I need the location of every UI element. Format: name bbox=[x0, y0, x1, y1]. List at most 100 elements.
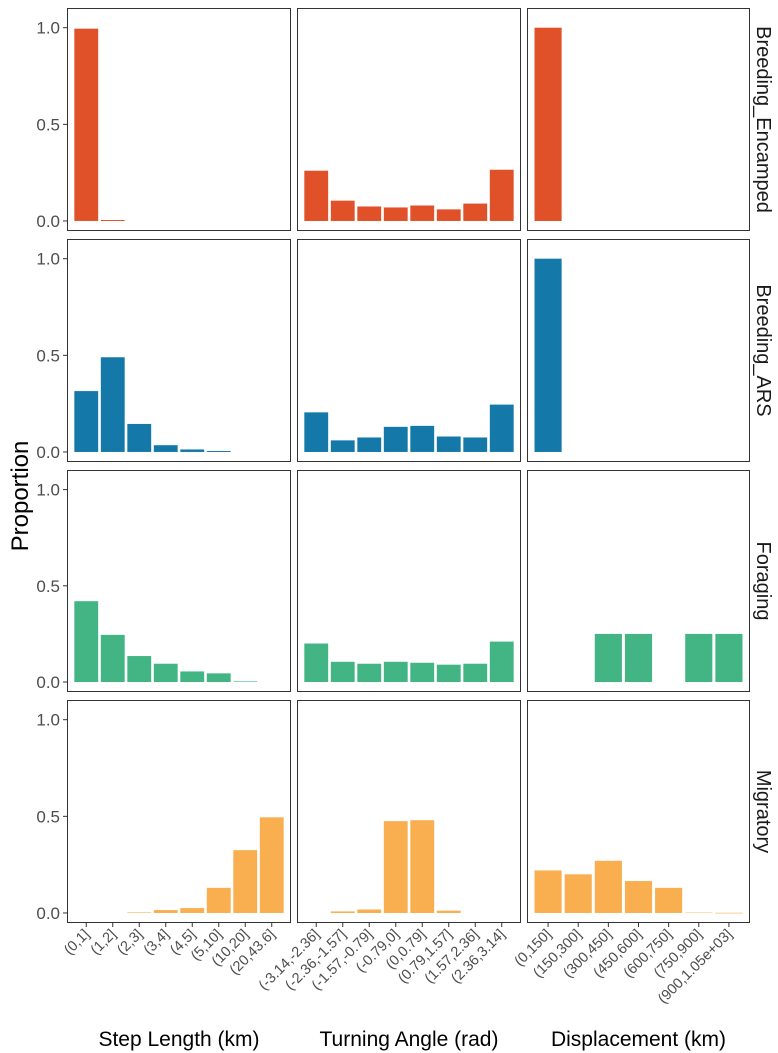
bar-Migratory-col1-2 bbox=[357, 909, 382, 913]
panel-Breeding_ARS-col1 bbox=[297, 239, 521, 462]
bar-Foraging-col1-0 bbox=[304, 643, 329, 683]
bar-Foraging-col1-3 bbox=[383, 661, 408, 683]
bar-Breeding_ARS-col1-0 bbox=[304, 412, 329, 452]
panel-border bbox=[67, 700, 291, 923]
bar-Migratory-col2-1 bbox=[564, 874, 592, 913]
bar-Migratory-col0-5 bbox=[206, 887, 231, 913]
x-tick-label: (3,4] bbox=[141, 927, 173, 959]
panel-Migratory-col0 bbox=[67, 700, 291, 923]
y-tick-label: 1.0 bbox=[36, 481, 60, 500]
bar-Foraging-col1-2 bbox=[357, 663, 382, 683]
panel-border bbox=[527, 239, 750, 462]
x-axis-title-col2: Displacement (km) bbox=[551, 1028, 726, 1051]
bar-Breeding_ARS-col1-6 bbox=[463, 437, 488, 452]
bar-Breeding_Encamped-col1-4 bbox=[410, 205, 435, 221]
bar-Breeding_Encamped-col2-0 bbox=[534, 27, 562, 221]
panel-border bbox=[527, 8, 750, 231]
bar-Breeding_ARS-col1-2 bbox=[357, 437, 382, 452]
y-tick-label: 0.0 bbox=[36, 443, 60, 462]
bar-Breeding_ARS-col0-0 bbox=[74, 391, 99, 452]
panel-border bbox=[67, 239, 291, 462]
panel-Breeding_Encamped-col2 bbox=[527, 8, 750, 231]
x-tick-labels: (0,1](1,2](2,3](3,4](4,5](5,10](10,20](2… bbox=[61, 923, 736, 1007]
bar-Migratory-col0-7 bbox=[259, 817, 284, 913]
bar-Foraging-col1-7 bbox=[489, 641, 514, 683]
column-axis-titles: Step Length (km) Turning Angle (rad) Displ… bbox=[98, 1028, 726, 1051]
bar-Foraging-col0-6 bbox=[233, 681, 258, 683]
bar-Migratory-col2-6 bbox=[715, 912, 743, 914]
panel-Foraging-col1 bbox=[297, 470, 521, 692]
panel-Migratory-col1 bbox=[297, 700, 521, 923]
bar-Migratory-col1-4 bbox=[410, 820, 435, 913]
panel-Breeding_ARS-col0 bbox=[67, 239, 291, 462]
bar-Breeding_Encamped-col1-2 bbox=[357, 206, 382, 221]
bar-Foraging-col1-4 bbox=[410, 662, 435, 683]
bar-Breeding_ARS-col1-5 bbox=[436, 436, 461, 452]
y-tick-label: 1.0 bbox=[36, 19, 60, 38]
bar-Breeding_ARS-col1-7 bbox=[489, 404, 514, 452]
y-tick-label: 0.5 bbox=[36, 115, 60, 134]
y-tick-label: 0.0 bbox=[36, 904, 60, 923]
x-tick-label: (2,3] bbox=[114, 927, 146, 959]
bar-Breeding_Encamped-col1-6 bbox=[463, 203, 488, 221]
bar-Breeding_Encamped-col0-0 bbox=[74, 28, 99, 221]
y-tick-label: 0.0 bbox=[36, 212, 60, 231]
bar-Migratory-col0-6 bbox=[233, 850, 258, 913]
bar-Breeding_Encamped-col1-5 bbox=[436, 209, 461, 221]
bar-Breeding_Encamped-col1-3 bbox=[383, 207, 408, 221]
bar-Migratory-col2-4 bbox=[655, 887, 683, 913]
bar-Migratory-col0-2 bbox=[127, 912, 152, 913]
bar-Migratory-col0-3 bbox=[153, 910, 178, 913]
bar-Breeding_ARS-col1-3 bbox=[383, 426, 408, 452]
bar-Migratory-col1-5 bbox=[436, 910, 461, 913]
x-axis-title-col0: Step Length (km) bbox=[98, 1028, 259, 1051]
y-axis-title: Proportion bbox=[7, 441, 34, 552]
bar-Foraging-col2-5 bbox=[685, 633, 713, 683]
bar-Breeding_Encamped-col1-1 bbox=[330, 200, 355, 221]
panel-Foraging-col2 bbox=[527, 470, 750, 692]
bar-Breeding_ARS-col0-5 bbox=[206, 451, 231, 452]
panel-border bbox=[527, 700, 750, 923]
panel-border bbox=[527, 470, 750, 692]
strip-label-Migratory: Migratory bbox=[752, 770, 774, 853]
bar-Breeding_ARS-col2-0 bbox=[534, 258, 562, 452]
bar-Foraging-col0-4 bbox=[180, 671, 205, 683]
panel-border bbox=[297, 470, 521, 692]
facet-panels bbox=[67, 8, 750, 923]
bar-Breeding_Encamped-col0-1 bbox=[100, 220, 125, 221]
y-tick-label: 0.5 bbox=[36, 807, 60, 826]
panel-Breeding_Encamped-col1 bbox=[297, 8, 521, 231]
bar-Breeding_ARS-col0-2 bbox=[127, 423, 152, 452]
x-tick-label: (0,1] bbox=[61, 927, 93, 959]
bar-Migratory-col2-3 bbox=[624, 881, 653, 913]
bar-Foraging-col0-5 bbox=[206, 673, 231, 683]
bar-Migratory-col0-4 bbox=[180, 908, 205, 913]
bar-Migratory-col2-0 bbox=[534, 870, 562, 913]
y-tick-label: 0.5 bbox=[36, 577, 60, 596]
bar-Foraging-col1-5 bbox=[436, 664, 461, 683]
y-tick-labels: 0.0 0.5 1.0 0.0 0.5 1.0 0.0 0.5 1.0 0.0 0.5 1.0 bbox=[36, 19, 67, 923]
y-tick-label: 0.0 bbox=[36, 673, 60, 692]
strip-label-Foraging: Foraging bbox=[752, 542, 774, 621]
bar-Foraging-col0-3 bbox=[153, 663, 178, 683]
panel-border bbox=[67, 8, 291, 231]
row-strip-labels: Breeding_Encamped Breeding_ARS Foraging Mig… bbox=[752, 26, 774, 853]
bar-Breeding_ARS-col0-3 bbox=[153, 445, 178, 452]
x-axis-title-col1: Turning Angle (rad) bbox=[320, 1028, 499, 1051]
panel-border bbox=[297, 239, 521, 462]
bar-Breeding_ARS-col1-4 bbox=[410, 425, 435, 452]
bar-Foraging-col2-2 bbox=[594, 633, 622, 683]
bar-Breeding_Encamped-col1-0 bbox=[304, 170, 329, 221]
strip-label-Breeding_Encamped: Breeding_Encamped bbox=[752, 26, 774, 213]
bar-Migratory-col1-3 bbox=[383, 821, 408, 913]
bar-Breeding_ARS-col0-4 bbox=[180, 449, 205, 452]
y-tick-label: 1.0 bbox=[36, 711, 60, 730]
panel-Migratory-col2 bbox=[527, 700, 750, 923]
y-tick-label: 1.0 bbox=[36, 250, 60, 269]
bar-Breeding_Encamped-col1-7 bbox=[489, 169, 514, 221]
bar-Foraging-col1-1 bbox=[330, 661, 355, 683]
panel-Breeding_Encamped-col0 bbox=[67, 8, 291, 231]
panel-border bbox=[297, 700, 521, 923]
bar-Foraging-col0-1 bbox=[100, 634, 125, 683]
